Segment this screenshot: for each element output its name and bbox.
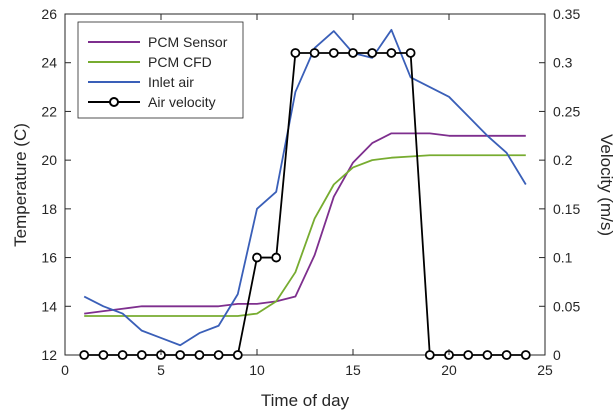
data-point-air-velocity	[463, 350, 474, 360]
y-tick-label-right: 0.05	[553, 298, 580, 314]
data-point-air-velocity	[501, 350, 512, 360]
data-point-air-velocity	[194, 350, 205, 360]
y-tick-label-left: 18	[41, 201, 57, 217]
series-line-inlet-air	[83, 28, 527, 347]
y-tick-label-left: 12	[41, 347, 57, 363]
y-tick-label-left: 16	[41, 250, 57, 266]
x-tick-label: 25	[537, 362, 553, 378]
data-point-air-velocity	[252, 252, 262, 263]
x-tick-label: 10	[249, 362, 265, 378]
data-point-air-velocity	[424, 350, 435, 360]
data-point-air-velocity	[328, 48, 339, 58]
plot-area	[64, 13, 546, 356]
data-point-air-velocity	[213, 350, 224, 360]
data-point-air-velocity	[290, 48, 301, 58]
data-point-air-velocity	[271, 252, 282, 263]
x-tick-label: 20	[441, 362, 457, 378]
plot-frame	[64, 13, 546, 356]
y-tick-label-right: 0.2	[553, 152, 573, 168]
y-tick-label-left: 20	[41, 152, 57, 168]
legend-entry-pcm-cfd: PCM CFD	[88, 54, 212, 70]
y-tick-label-left: 26	[41, 6, 57, 22]
x-tick-label: 5	[157, 362, 165, 378]
legend-marker-air-velocity	[109, 97, 119, 107]
data-point-air-velocity	[520, 350, 531, 360]
data-point-air-velocity	[79, 350, 90, 360]
data-point-air-velocity	[309, 48, 320, 58]
data-point-air-velocity	[348, 48, 358, 58]
y-tick-label-left: 22	[41, 103, 57, 119]
legend-label-pcm-sensor: PCM Sensor	[148, 34, 228, 50]
y-tick-label-right: 0.35	[553, 6, 580, 22]
ticks-layer: 0 5 10 15 20 25 12 14 16 18 20 22 24 26 0 0.05 0.1 0.15 0.…	[41, 6, 580, 378]
y-tick-label-left: 14	[41, 298, 57, 314]
legend-label-air-velocity: Air velocity	[148, 94, 216, 110]
y-tick-label-right: 0.15	[553, 201, 580, 217]
series-line-pcm-cfd	[84, 154, 526, 317]
y-axis-label-right: Velocity (m/s)	[597, 134, 613, 236]
data-point-air-velocity	[98, 350, 109, 360]
y-tick-label-left: 24	[41, 55, 57, 71]
y-tick-label-right: 0.3	[553, 55, 573, 71]
legend: PCM Sensor PCM CFD Inlet air Air velocit…	[77, 21, 244, 119]
legend-entry-inlet-air: Inlet air	[88, 74, 194, 90]
legend-entry-pcm-sensor: PCM Sensor	[88, 34, 228, 50]
data-point-air-velocity	[482, 350, 493, 360]
series-layer	[79, 28, 531, 360]
data-point-air-velocity	[367, 48, 378, 58]
x-tick-label: 0	[61, 362, 69, 378]
legend-entry-air-velocity: Air velocity	[88, 94, 216, 110]
series-line-pcm-sensor	[84, 132, 526, 315]
data-point-air-velocity	[175, 350, 186, 360]
y-tick-label-right: 0.1	[553, 250, 573, 266]
data-point-air-velocity	[117, 350, 128, 360]
data-point-air-velocity	[386, 48, 397, 58]
x-axis-label: Time of day	[261, 391, 350, 410]
y-tick-label-right: 0	[553, 347, 561, 363]
data-point-air-velocity	[405, 48, 416, 58]
legend-label-inlet-air: Inlet air	[148, 74, 194, 90]
data-point-air-velocity	[232, 350, 243, 360]
legend-label-pcm-cfd: PCM CFD	[148, 54, 212, 70]
y-axis-label-left: Temperature (C)	[11, 123, 30, 247]
y-tick-label-right: 0.25	[553, 103, 580, 119]
x-tick-label: 15	[345, 362, 361, 378]
data-point-air-velocity	[136, 350, 147, 360]
